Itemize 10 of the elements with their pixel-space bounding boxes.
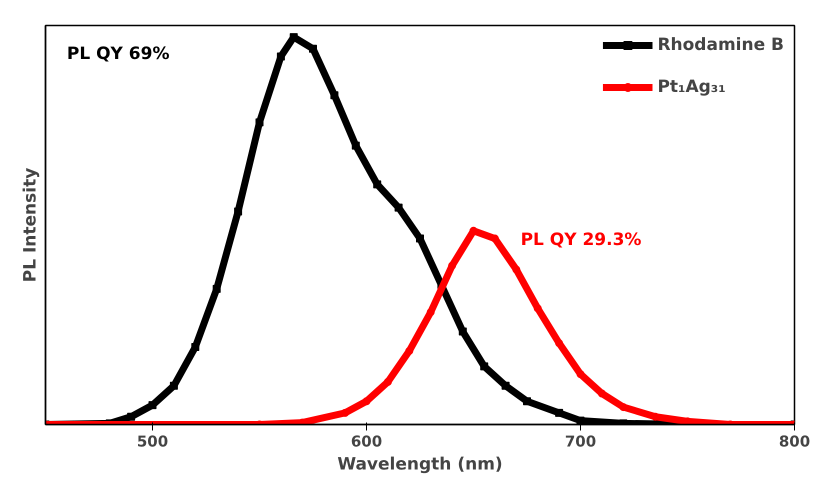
x-tick-label: 500	[136, 432, 168, 450]
y-axis-title: PL Intensity	[20, 168, 40, 282]
x-tick-label: 700	[564, 432, 596, 450]
annotation: PL QY 69%	[66, 44, 170, 64]
x-tick-label: 600	[350, 432, 382, 450]
annotation: PL QY 29.3%	[520, 230, 642, 250]
legend-label: Pt₁Ag₃₁	[657, 77, 726, 97]
legend-label: Rhodamine B	[657, 35, 784, 55]
x-tick-label: 800	[778, 432, 810, 450]
x-axis-title: Wavelength (nm)	[337, 454, 503, 474]
